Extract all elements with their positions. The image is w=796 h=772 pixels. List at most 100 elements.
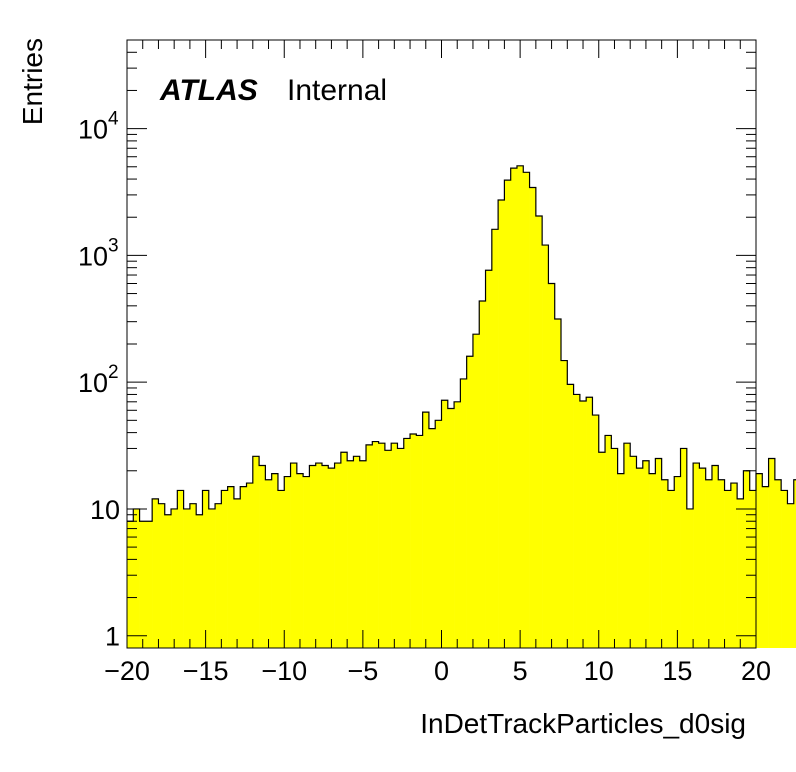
histogram-bin: [303, 476, 310, 648]
histogram-bin: [215, 503, 222, 648]
x-axis-title: InDetTrackParticles_d0sig: [420, 708, 746, 739]
histogram-bin: [642, 460, 650, 648]
histogram-bin: [661, 479, 669, 648]
histogram-bin: [611, 448, 618, 648]
histogram-bin: [674, 476, 681, 648]
x-tick-label: −20: [104, 656, 150, 686]
histogram-bin: [189, 503, 197, 648]
x-tick-label: 10: [584, 656, 614, 686]
histogram-bin: [340, 452, 348, 648]
histogram-bin: [667, 490, 675, 648]
histogram-bin: [296, 473, 304, 648]
histogram-bin: [636, 468, 644, 648]
histogram-bin: [693, 463, 700, 648]
histogram-bin: [334, 463, 342, 648]
histogram-bin: [561, 360, 568, 648]
histogram-bin: [177, 490, 184, 648]
histogram-bin: [145, 521, 153, 648]
x-tick-label: 5: [513, 656, 528, 686]
histogram-bin: [391, 443, 398, 648]
histogram-bin: [139, 521, 147, 648]
y-tick-label: 1: [105, 622, 120, 652]
histogram-bin: [523, 172, 530, 648]
histogram-bin: [403, 438, 411, 648]
histogram-bin: [756, 473, 763, 648]
histogram-bin: [516, 165, 524, 648]
x-tick-label: −5: [347, 656, 378, 686]
histogram-bin: [491, 229, 499, 648]
histogram-bin: [240, 486, 247, 648]
histogram-bin: [422, 412, 430, 648]
histogram-bin: [737, 498, 744, 648]
histogram-bin: [542, 245, 549, 648]
histogram-bin: [749, 490, 757, 648]
histogram-bin: [586, 397, 593, 648]
histogram-bin: [787, 503, 795, 648]
histogram-bin: [617, 473, 625, 648]
histogram-bin: [164, 514, 172, 648]
histogram-bin: [428, 428, 436, 648]
histogram-bin: [416, 435, 423, 648]
histogram-bin: [221, 490, 228, 648]
histogram-bin: [535, 216, 543, 649]
histogram-bin: [730, 483, 738, 648]
histogram-bin: [353, 456, 361, 648]
histogram-bin: [529, 187, 537, 648]
histogram-bin: [567, 384, 574, 648]
y-tick-label: 10: [90, 495, 120, 525]
histogram-bin: [359, 460, 367, 648]
histogram-bin: [649, 473, 656, 648]
histogram-bin: [485, 270, 493, 648]
histogram-bin: [680, 448, 688, 648]
histogram-bin: [410, 434, 417, 648]
histogram-bin: [347, 460, 354, 648]
x-tick-label: −10: [261, 656, 307, 686]
internal-label: Internal: [287, 74, 387, 107]
histogram-bin: [466, 356, 474, 648]
histogram-bin: [133, 508, 140, 648]
histogram-bin: [372, 441, 379, 648]
histogram-bin: [233, 498, 241, 648]
histogram-bin: [290, 463, 298, 648]
y-tick-labels: 1 10 102 103 104: [78, 109, 120, 652]
histogram-bin: [384, 450, 392, 648]
histogram-bin: [498, 199, 505, 648]
histogram-bin: [435, 420, 442, 648]
histogram-bin: [573, 394, 581, 648]
histogram-bin: [454, 401, 461, 648]
y-axis-title: Entries: [17, 38, 48, 125]
histogram-bin: [793, 479, 796, 648]
histogram-bin: [447, 408, 455, 648]
histogram-outline: [127, 165, 796, 522]
histogram-bin: [768, 458, 776, 648]
histogram-bin: [246, 483, 254, 648]
histogram-bin: [630, 456, 637, 648]
y-tick-label: 104: [78, 109, 119, 145]
histogram-bin: [592, 415, 600, 648]
histogram-bin: [196, 514, 203, 648]
histogram-bin: [479, 300, 486, 648]
histogram-bin: [598, 452, 606, 648]
histogram-bin: [265, 479, 272, 648]
histogram-bin: [548, 283, 556, 648]
histogram-bin: [259, 465, 266, 648]
axis-ticks: [126, 39, 757, 648]
histogram-bin: [711, 465, 719, 648]
histogram-bin: [158, 503, 166, 648]
histogram-bin: [397, 448, 405, 648]
histogram-bin: [227, 486, 235, 648]
y-tick-label: 103: [78, 235, 119, 271]
histogram-bin: [321, 465, 329, 648]
x-tick-label: 15: [662, 656, 692, 686]
histogram-bin: [202, 490, 210, 648]
histogram-bin: [762, 486, 769, 648]
histogram-bin: [655, 458, 662, 648]
histogram-bin: [623, 443, 631, 648]
histogram-bin: [127, 521, 134, 648]
x-tick-label: −15: [183, 656, 229, 686]
histogram-bin: [774, 479, 782, 648]
histogram-bin: [705, 479, 713, 648]
histogram-bin: [183, 508, 191, 648]
histogram-bin: [686, 508, 694, 648]
